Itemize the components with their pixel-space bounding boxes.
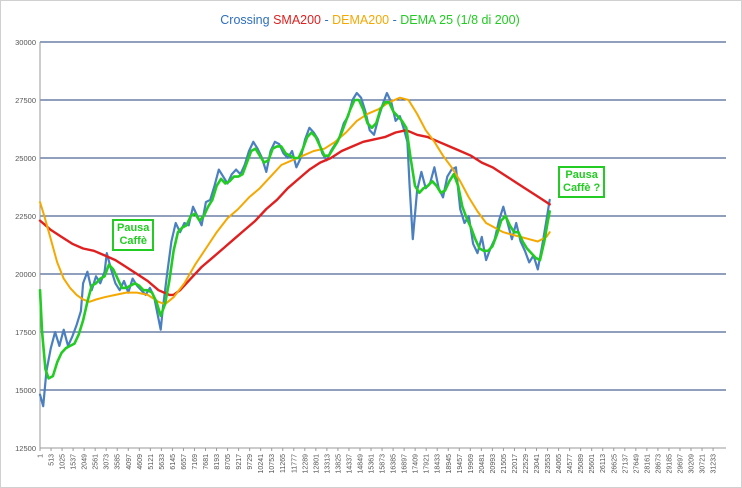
x-tick-label: 6145 (170, 454, 177, 470)
annotation-callout-2: Pausa Caffè ? (558, 166, 606, 198)
x-tick-label: 15361 (369, 454, 376, 474)
x-tick-label: 5121 (148, 454, 155, 470)
x-tick-label: 9729 (247, 454, 254, 470)
x-tick-label: 513 (49, 454, 56, 466)
x-tick-label: 7681 (203, 454, 210, 470)
x-tick-label: 24065 (556, 454, 563, 474)
x-tick-label: 26625 (611, 454, 618, 474)
grid-layer (40, 41, 726, 449)
y-tick-label: 27500 (15, 96, 36, 105)
x-tick-label: 8705 (225, 454, 232, 470)
x-tick-label: 19969 (468, 454, 475, 474)
y-tick-label: 25000 (15, 154, 36, 163)
x-tick-label: 3585 (115, 454, 122, 470)
x-tick-label: 17921 (424, 454, 431, 474)
x-tick-label: 30209 (689, 454, 696, 474)
x-tick-label: 29697 (677, 454, 684, 474)
x-tick-label: 14337 (346, 454, 353, 474)
annotation-1-line-1: Pausa (117, 222, 150, 234)
series-line-dema200 (39, 96, 551, 306)
x-tick-label: 1 (38, 454, 45, 458)
x-tick-label: 7169 (192, 454, 199, 470)
x-tick-label: 25089 (578, 454, 585, 474)
x-tick-label: 3073 (104, 454, 111, 470)
x-tick-label: 26113 (600, 454, 607, 473)
x-tick-label: 22529 (523, 454, 530, 474)
y-tick-label: 17500 (15, 328, 36, 337)
x-tick-label: 13313 (324, 454, 331, 474)
x-tick-label: 15873 (380, 454, 387, 474)
x-tick-label: 10241 (258, 454, 265, 474)
x-tick-label: 1025 (60, 454, 67, 470)
title-part-4: - (389, 13, 400, 27)
title-part-5: DEMA 25 (1/8 di 200) (400, 13, 520, 27)
x-tick-label: 11265 (280, 454, 287, 473)
annotation-2-line-2: Caffè ? (563, 182, 601, 194)
x-tick-label: 2049 (82, 454, 89, 470)
x-tick-label: 2561 (93, 454, 100, 470)
title-part-0: Crossing (220, 13, 273, 27)
x-tick-label: 19457 (457, 454, 464, 474)
x-tick-label: 21505 (501, 454, 508, 474)
x-tick-label: 29185 (666, 454, 673, 474)
x-tick-label: 28161 (644, 454, 651, 474)
y-tick-label: 20000 (15, 270, 36, 279)
x-tick-label: 10753 (269, 454, 276, 474)
series-line-sma200 (38, 128, 551, 297)
y-tick-label: 22500 (15, 212, 36, 221)
x-tick-label: 18945 (446, 454, 453, 474)
x-tick-label: 4097 (126, 454, 133, 470)
annotation-2-line-1: Pausa (565, 169, 598, 181)
x-tick-label: 30721 (700, 454, 707, 474)
x-tick-label: 11777 (291, 454, 298, 473)
x-tick-label: 31233 (711, 454, 718, 474)
x-tick-label: 20481 (479, 454, 486, 474)
x-tick-label: 27649 (633, 454, 640, 474)
y-tick-label: 30000 (15, 38, 36, 47)
title-part-3: DEMA200 (332, 13, 389, 27)
x-tick-label: 16385 (391, 454, 398, 474)
series-layer (38, 91, 552, 408)
annotation-callout-1: Pausa Caffè (112, 219, 155, 251)
x-tick-label: 23553 (545, 454, 552, 474)
series-line-dema-25-1-8-di-200- (38, 98, 552, 380)
chart-title: Crossing SMA200 - DEMA200 - DEMA 25 (1/8… (220, 13, 519, 27)
x-tick-label: 12289 (302, 454, 309, 474)
title-part-2: - (321, 13, 332, 27)
x-tick-label: 13825 (335, 454, 342, 474)
title-part-1: SMA200 (273, 13, 321, 27)
x-tick-label: 18433 (435, 454, 442, 474)
x-tick-label: 24577 (567, 454, 574, 474)
y-tick-label: 15000 (15, 386, 36, 395)
x-tick-label: 28673 (655, 454, 662, 474)
x-tick-label: 17409 (413, 454, 420, 474)
x-tick-label: 23041 (534, 454, 541, 474)
x-tick-label: 14849 (357, 454, 364, 474)
x-tick-label: 6657 (181, 454, 188, 470)
x-tick-label: 12801 (313, 454, 320, 474)
x-tick-label: 22017 (512, 454, 519, 474)
x-tick-label: 27137 (622, 454, 629, 474)
y-tick-label: 12500 (15, 444, 36, 453)
annotation-1-line-2: Caffè (119, 235, 147, 247)
x-tick-label: 25601 (589, 454, 596, 474)
x-tick-label: 20993 (490, 454, 497, 474)
x-tick-label: 1537 (71, 454, 78, 470)
x-tick-label: 9217 (236, 454, 243, 470)
x-tick-label: 5633 (159, 454, 166, 470)
x-tick-label: 4609 (137, 454, 144, 470)
x-tick-label: 8193 (214, 454, 221, 470)
axis-layer: 12500 15000 17500 20000 22500 25000 27500 30000… (15, 38, 717, 473)
x-tick-label: 16897 (402, 454, 409, 474)
